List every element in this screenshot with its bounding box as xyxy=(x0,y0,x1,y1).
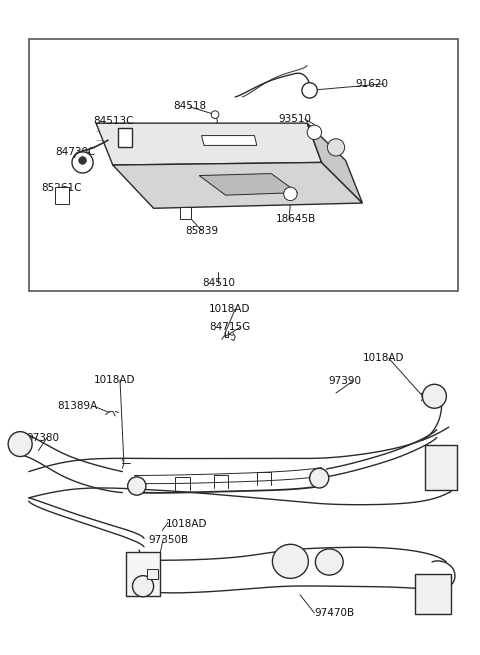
Ellipse shape xyxy=(128,477,146,495)
Text: 97470B: 97470B xyxy=(314,608,355,618)
Text: 93510: 93510 xyxy=(278,114,312,124)
Text: 81389A: 81389A xyxy=(58,401,98,411)
Text: 84513C: 84513C xyxy=(94,116,134,126)
Bar xyxy=(415,574,451,614)
Text: 1018AD: 1018AD xyxy=(94,375,135,385)
Circle shape xyxy=(79,157,86,164)
Circle shape xyxy=(307,125,322,140)
Circle shape xyxy=(422,384,446,408)
Text: 1018AD: 1018AD xyxy=(362,353,404,364)
Text: 84510: 84510 xyxy=(202,278,235,288)
Text: 97390: 97390 xyxy=(329,376,362,386)
Polygon shape xyxy=(202,136,257,145)
Text: 1018AD: 1018AD xyxy=(166,519,207,529)
Text: 97380: 97380 xyxy=(26,432,60,443)
Text: 1018AD: 1018AD xyxy=(209,304,250,314)
Bar xyxy=(180,207,191,219)
Ellipse shape xyxy=(272,544,308,578)
Bar xyxy=(29,39,458,291)
Text: 84730C: 84730C xyxy=(55,147,96,157)
Text: 97350B: 97350B xyxy=(149,535,189,546)
Circle shape xyxy=(72,152,93,173)
Text: 85261C: 85261C xyxy=(41,183,81,193)
Bar xyxy=(425,445,457,490)
Text: 91620: 91620 xyxy=(355,79,388,89)
Ellipse shape xyxy=(8,432,32,457)
Polygon shape xyxy=(113,162,362,208)
Ellipse shape xyxy=(310,468,329,488)
Bar xyxy=(118,128,132,147)
Text: 85839: 85839 xyxy=(185,225,218,236)
Text: 84715G: 84715G xyxy=(209,322,250,333)
Bar xyxy=(126,552,160,596)
Polygon shape xyxy=(199,174,298,195)
Polygon shape xyxy=(307,123,362,203)
Text: 84518: 84518 xyxy=(173,101,206,111)
Circle shape xyxy=(132,576,154,597)
Bar xyxy=(147,569,158,579)
Circle shape xyxy=(211,111,219,119)
Circle shape xyxy=(327,139,345,156)
Circle shape xyxy=(302,83,317,98)
Ellipse shape xyxy=(315,549,343,575)
Text: 18645B: 18645B xyxy=(276,214,316,225)
Circle shape xyxy=(284,187,297,200)
Bar xyxy=(55,187,69,204)
Polygon shape xyxy=(96,123,322,165)
